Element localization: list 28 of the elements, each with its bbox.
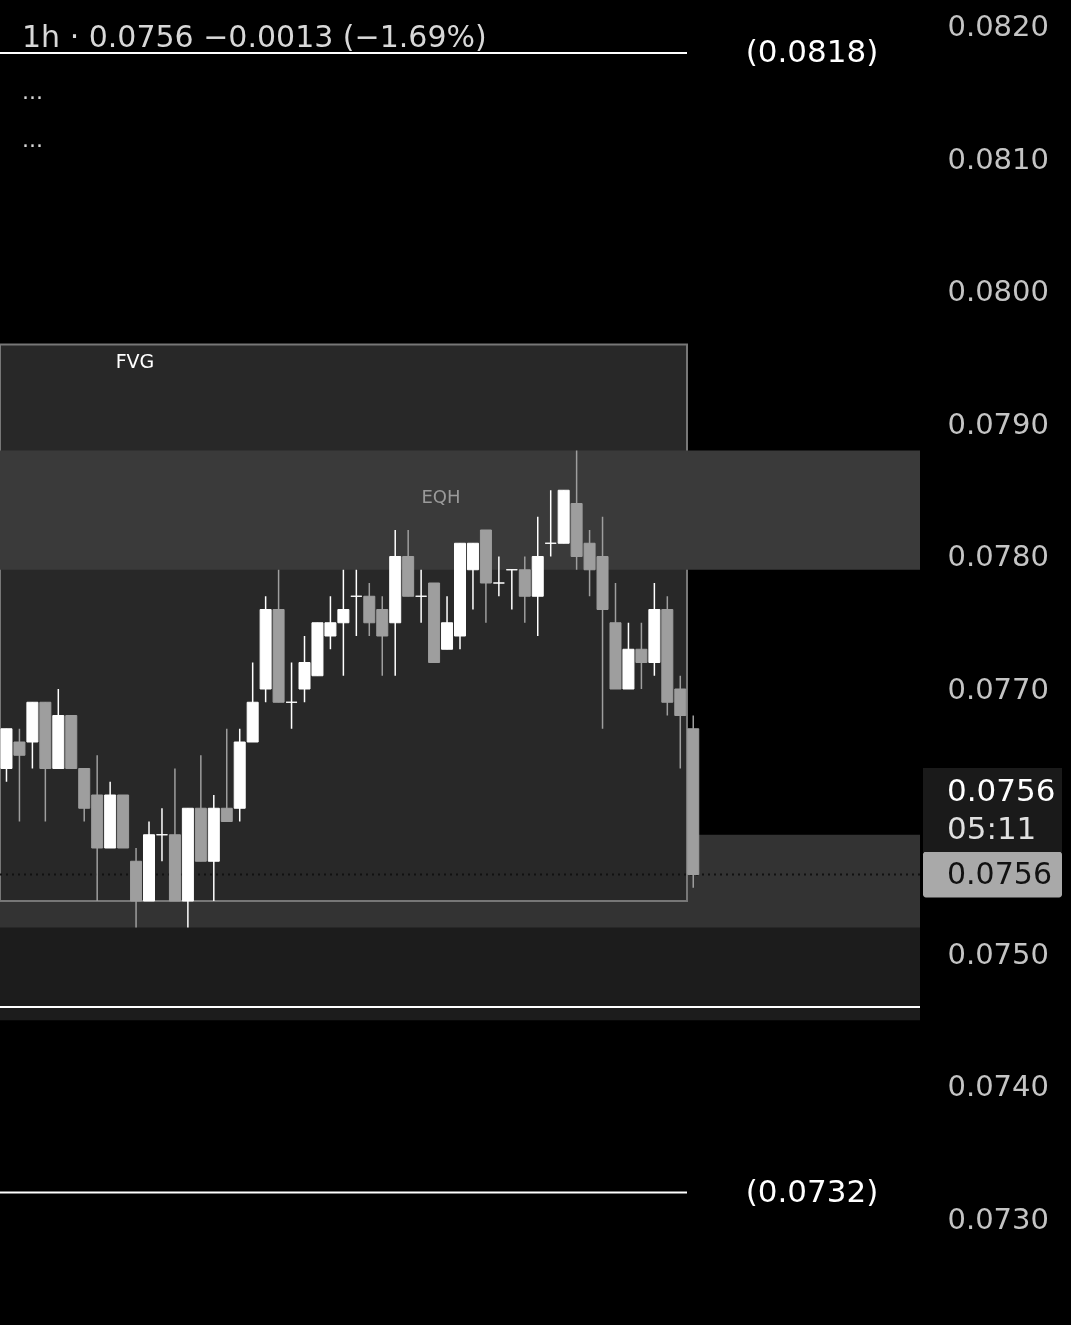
y-tick-label: 0.0800	[947, 274, 1049, 308]
text: 05:11	[947, 810, 1037, 846]
candlestick	[415, 569, 428, 624]
candlestick	[544, 489, 557, 558]
y-tick-label: 0.0740	[947, 1069, 1049, 1103]
ref-line-label: (0.0732)	[745, 1172, 879, 1209]
candlestick	[13, 728, 26, 823]
candlestick	[285, 661, 298, 730]
text: 0.0756	[947, 772, 1056, 808]
y-tick-label: 0.0780	[947, 539, 1049, 573]
annotation: ...	[22, 79, 43, 104]
y-tick-label: 0.0810	[947, 141, 1049, 176]
y-tick-label: 0.0730	[947, 1201, 1049, 1236]
ref-line-label: 0.0756	[947, 855, 1052, 891]
ref-line-label: (0.0818)	[745, 33, 879, 69]
text: 1h · 0.0756 −0.0013 (−1.69%)	[22, 19, 487, 54]
candlestick	[220, 728, 233, 823]
y-tick-label: 0.0750	[947, 936, 1049, 971]
band-label: FVG	[115, 349, 155, 372]
candlestick	[492, 555, 505, 597]
annotation: ...	[22, 127, 43, 152]
candlestick	[350, 569, 363, 637]
candlestick	[505, 569, 518, 611]
y-tick-label: 0.0790	[947, 406, 1049, 441]
candlestick	[635, 622, 648, 690]
y-tick-label: 0.0820	[947, 9, 1049, 43]
annotation: EQH	[421, 486, 461, 507]
y-tick-label: 0.0770	[947, 671, 1049, 706]
